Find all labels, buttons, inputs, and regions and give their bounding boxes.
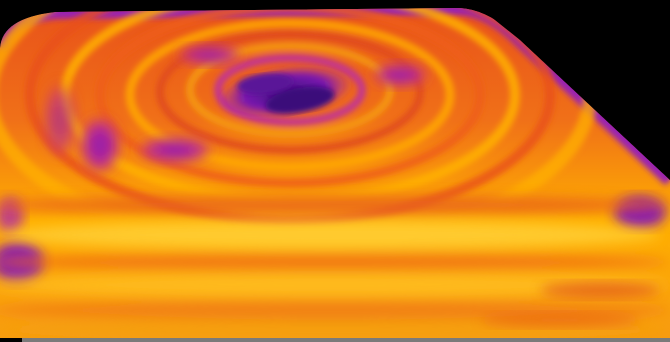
bottom-gray-strip bbox=[22, 338, 670, 342]
bottom-edge-dark bbox=[0, 338, 22, 342]
